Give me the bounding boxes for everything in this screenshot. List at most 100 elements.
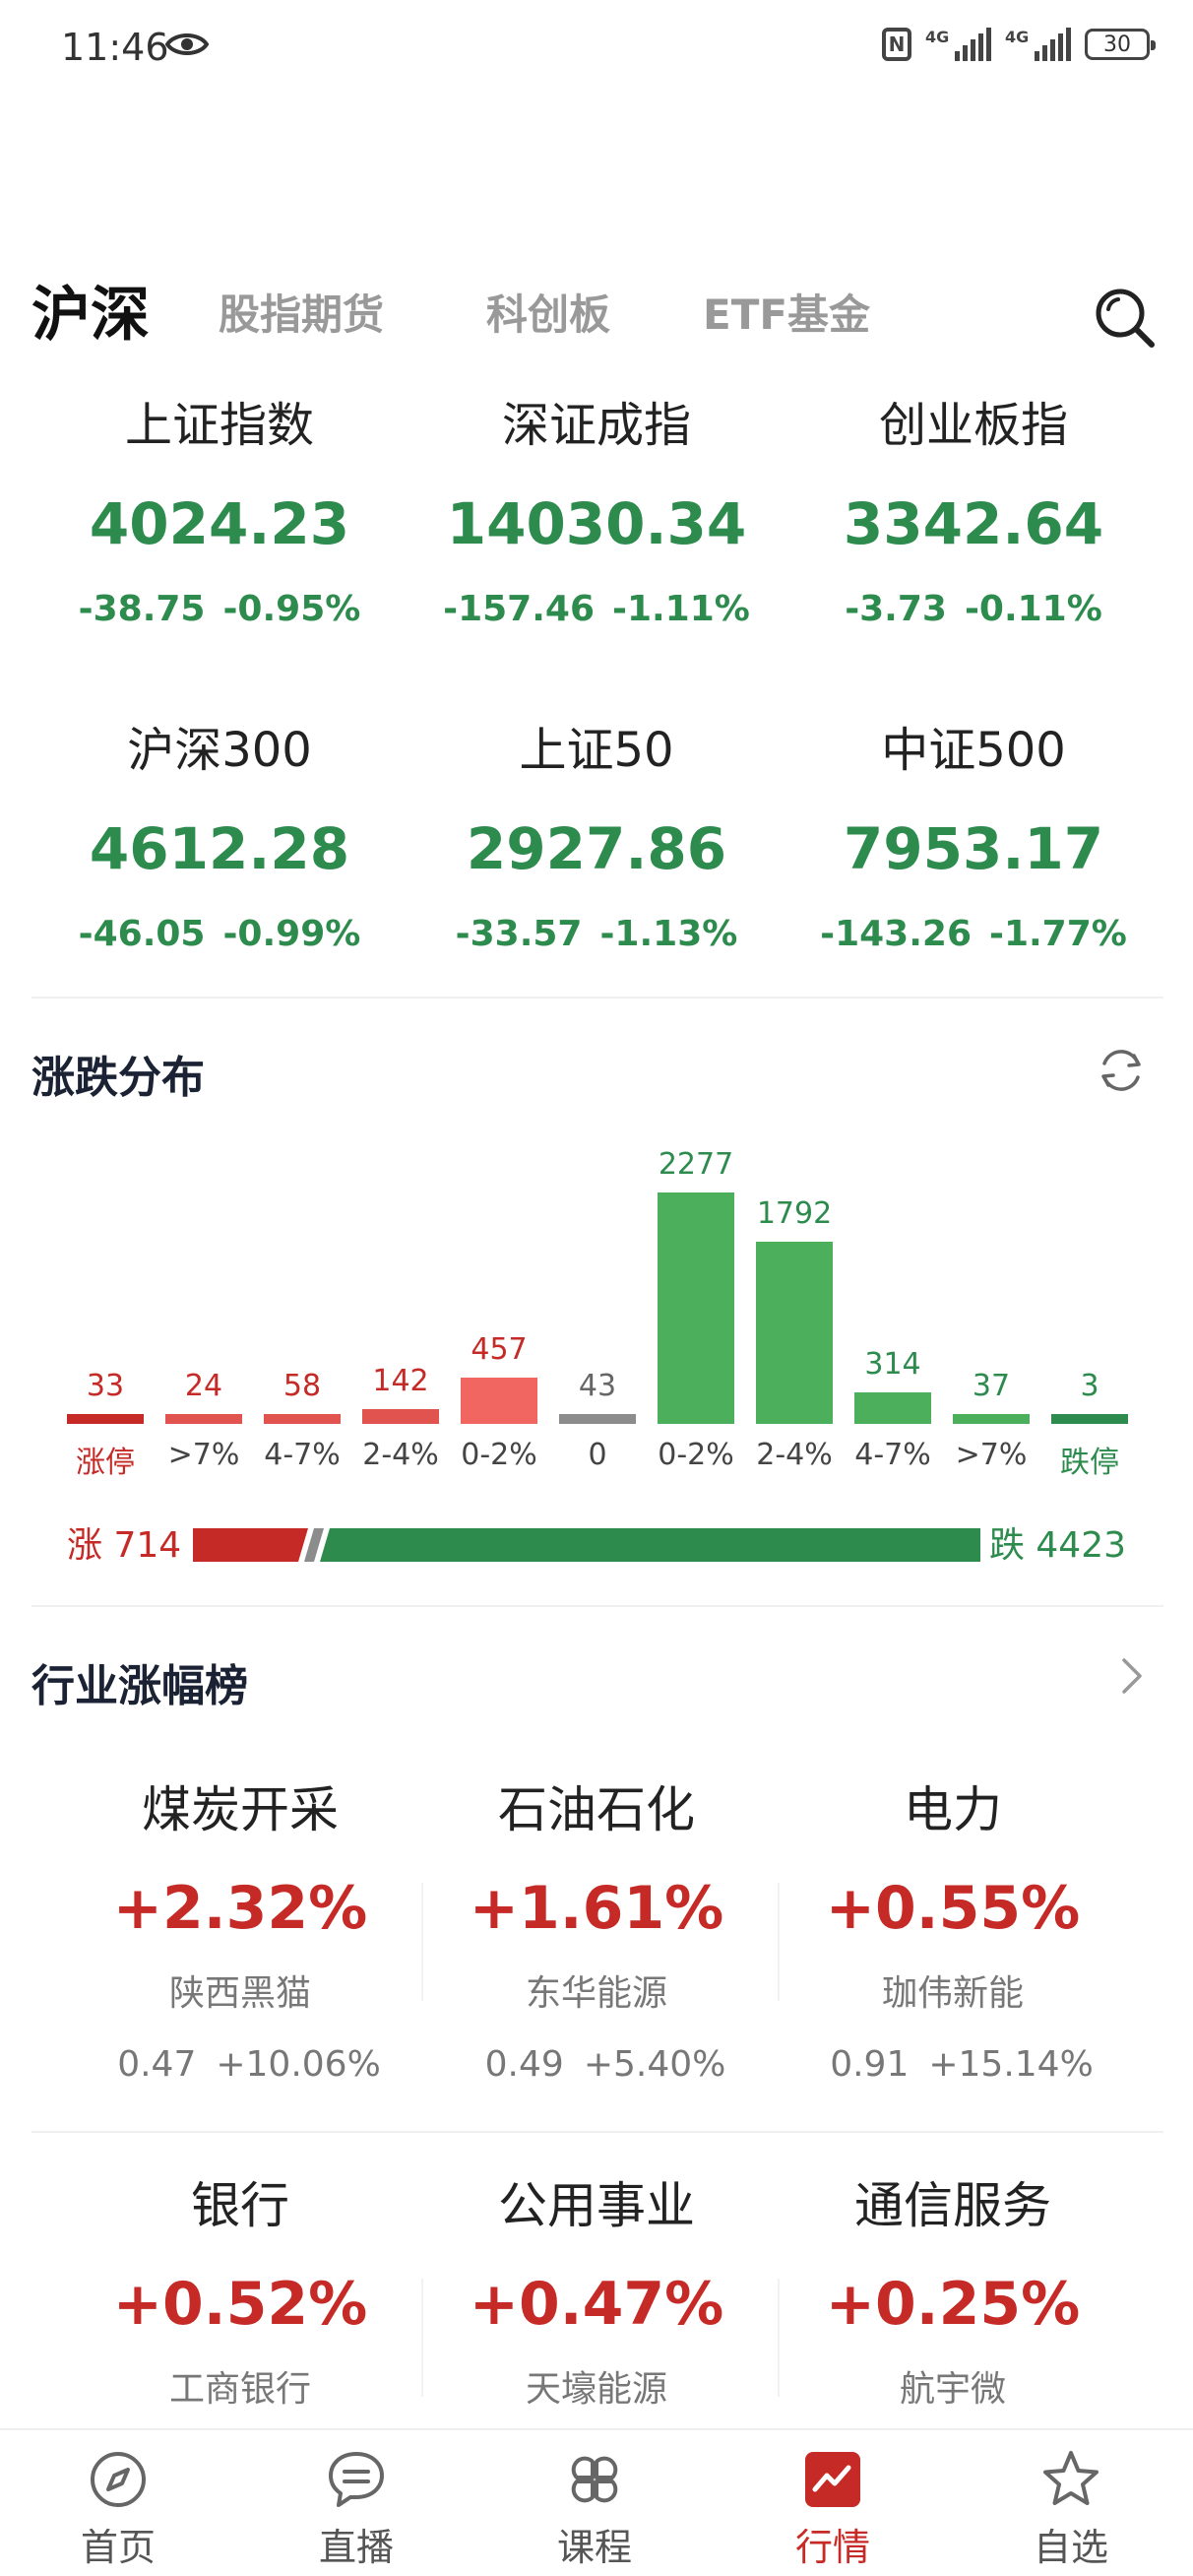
- industry-change-pct: +0.52%: [112, 2270, 368, 2339]
- industry-top-stock: 东华能源: [525, 1973, 667, 2014]
- index-change: -46.05 -0.99%: [28, 910, 411, 959]
- eye-icon: [165, 33, 209, 55]
- section-divider: [31, 1605, 1163, 1607]
- industry-card-coal[interactable]: 煤炭开采 +2.32% 陕西黑猫 0.47 +10.06%: [63, 1778, 417, 2090]
- index-name: 中证500: [881, 723, 1066, 778]
- distribution-bucket: 43 0: [559, 1142, 636, 1477]
- network-label: 4G: [925, 28, 950, 46]
- industry-top-stock-quote: 0.91 +15.14%: [776, 2040, 1130, 2090]
- section-divider: [31, 997, 1163, 998]
- index-change: -157.46 -1.11%: [405, 585, 788, 634]
- index-name: 创业板指: [878, 398, 1068, 453]
- industry-card-utilities[interactable]: 公用事业 +0.47% 天壕能源: [419, 2174, 774, 2415]
- industry-name: 电力: [904, 1781, 1002, 1838]
- distribution-chart: 33 涨停 24 >7% 58 4-7% 142 2-4% 457 0-2% 43 0 2277 0-2%…: [0, 1142, 1193, 1480]
- distribution-bar: [264, 1414, 341, 1424]
- index-card-sse50[interactable]: 上证50 2927.86 -33.57 -1.13%: [405, 721, 788, 959]
- distribution-bucket: 37 >7%: [953, 1142, 1030, 1477]
- section-title-distribution: 涨跌分布: [31, 1053, 205, 1103]
- star-icon: [1043, 2451, 1099, 2505]
- industry-name: 银行: [191, 2177, 289, 2234]
- tab-hushen[interactable]: 沪深: [31, 281, 150, 350]
- nav-home[interactable]: 首页: [20, 2430, 217, 2576]
- distribution-value: 33: [86, 1369, 125, 1403]
- distribution-value: 457: [471, 1332, 528, 1367]
- distribution-bucket: 457 0-2%: [461, 1142, 537, 1477]
- index-change-abs: -157.46: [443, 589, 596, 629]
- index-change-pct: -1.11%: [612, 589, 750, 629]
- nav-watchlist[interactable]: 自选: [973, 2430, 1169, 2576]
- index-value: 14030.34: [446, 490, 747, 557]
- distribution-value: 3: [1080, 1369, 1099, 1403]
- nav-live[interactable]: 直播: [258, 2430, 455, 2576]
- index-card-csi300[interactable]: 沪深300 4612.28 -46.05 -0.99%: [28, 721, 411, 959]
- index-card-sse[interactable]: 上证指数 4024.23 -38.75 -0.95%: [28, 396, 411, 634]
- industry-card-power[interactable]: 电力 +0.55% 珈伟新能 0.91 +15.14%: [776, 1778, 1130, 2090]
- stock-price: 0.91: [830, 2044, 910, 2085]
- index-card-csi500[interactable]: 中证500 7953.17 -143.26 -1.77%: [782, 721, 1165, 959]
- industry-top-stock: 陕西黑猫: [168, 1973, 311, 2014]
- battery-level: 30: [1103, 32, 1131, 57]
- ratio-bar-down: [320, 1528, 980, 1562]
- status-time: 11:46: [61, 26, 169, 69]
- distribution-bar: [165, 1414, 242, 1424]
- index-name: 沪深300: [127, 723, 312, 778]
- index-change-abs: -3.73: [845, 589, 947, 629]
- index-change-pct: -1.77%: [989, 914, 1127, 954]
- distribution-bar: [953, 1414, 1030, 1424]
- signal-icon-2: 4G: [1005, 28, 1071, 61]
- industry-name: 石油石化: [498, 1781, 695, 1838]
- column-separator: [778, 2279, 780, 2397]
- distribution-label: 4-7%: [854, 1438, 931, 1472]
- industry-card-telecom[interactable]: 通信服务 +0.25% 航宇微: [776, 2174, 1130, 2415]
- index-change-pct: -0.99%: [222, 914, 361, 954]
- grid-clover-icon: [571, 2456, 618, 2503]
- index-change-abs: -46.05: [78, 914, 206, 954]
- nav-label: 课程: [556, 2526, 632, 2569]
- network-label-2: 4G: [1005, 28, 1030, 46]
- distribution-bar: [67, 1414, 144, 1424]
- industry-card-petro[interactable]: 石油石化 +1.61% 东华能源 0.49 +5.40%: [419, 1778, 774, 2090]
- distribution-value: 142: [372, 1364, 429, 1398]
- stock-change-pct: +15.14%: [928, 2044, 1094, 2085]
- tab-etf-fund[interactable]: ETF基金: [703, 290, 871, 339]
- refresh-icon[interactable]: [1095, 1044, 1148, 1097]
- industry-change-pct: +0.55%: [825, 1874, 1081, 1943]
- industry-change-pct: +0.25%: [825, 2270, 1081, 2339]
- index-change: -143.26 -1.77%: [782, 910, 1165, 959]
- nav-label: 行情: [794, 2526, 870, 2569]
- stock-change-pct: +5.40%: [583, 2044, 726, 2085]
- industry-top-stock: 工商银行: [168, 2369, 311, 2410]
- search-icon[interactable]: [1093, 286, 1158, 351]
- distribution-value: 314: [864, 1347, 921, 1382]
- index-change: -38.75 -0.95%: [28, 585, 411, 634]
- distribution-bucket: 142 2-4%: [362, 1142, 439, 1477]
- distribution-value: 58: [283, 1369, 322, 1403]
- distribution-bar: [461, 1378, 537, 1424]
- column-separator: [421, 2279, 423, 2397]
- nav-market[interactable]: 行情: [734, 2430, 931, 2576]
- down-count-label: 跌 4423: [988, 1525, 1126, 1566]
- nav-label: 自选: [1033, 2526, 1108, 2569]
- distribution-bar: [559, 1414, 636, 1424]
- chevron-right-icon[interactable]: [1118, 1656, 1146, 1696]
- battery-icon: 30: [1085, 29, 1156, 60]
- index-value: 4024.23: [89, 490, 350, 557]
- distribution-bucket: 24 >7%: [165, 1142, 242, 1477]
- index-card-szse[interactable]: 深证成指 14030.34 -157.46 -1.11%: [405, 396, 788, 634]
- nav-label: 首页: [80, 2526, 156, 2569]
- industry-top-stock: 珈伟新能: [881, 1973, 1024, 2014]
- industry-top-stock: 航宇微: [899, 2369, 1006, 2410]
- industry-change-pct: +1.61%: [469, 1874, 724, 1943]
- index-card-chinext[interactable]: 创业板指 3342.64 -3.73 -0.11%: [782, 396, 1165, 634]
- tab-star-market[interactable]: 科创板: [486, 290, 611, 339]
- status-indicators: N 4G 4G 30: [882, 28, 1156, 61]
- nav-courses[interactable]: 课程: [496, 2430, 693, 2576]
- distribution-label: 4-7%: [264, 1438, 341, 1472]
- tab-index-futures[interactable]: 股指期货: [219, 290, 385, 339]
- compass-icon: [91, 2452, 146, 2507]
- distribution-bucket: 1792 2-4%: [756, 1142, 833, 1477]
- industry-card-bank[interactable]: 银行 +0.52% 工商银行: [63, 2174, 417, 2415]
- signal-icon: 4G: [925, 28, 991, 61]
- up-down-ratio: 涨 714 跌 4423: [0, 1516, 1193, 1576]
